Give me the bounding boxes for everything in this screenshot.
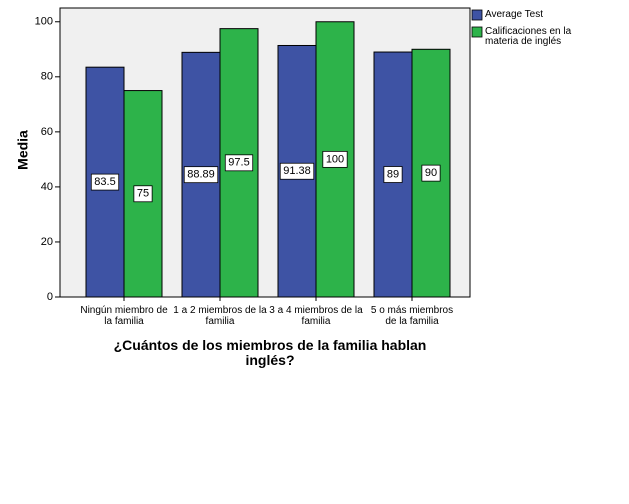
value-label: 83.5 — [94, 176, 115, 188]
value-label-box — [279, 162, 315, 180]
value-label-box — [383, 166, 403, 183]
x-tick-label: 3 a 4 miembros de la familia — [269, 305, 363, 327]
y-axis-title: Media — [15, 130, 31, 170]
y-tick-label: 80 — [41, 71, 53, 83]
value-label-box — [133, 185, 153, 203]
y-tick-label: 100 — [35, 16, 53, 28]
y-tick-label: 0 — [47, 291, 53, 303]
value-label: 90 — [425, 167, 437, 179]
value-label-box — [421, 164, 441, 182]
value-label: 97.5 — [228, 157, 249, 169]
x-tick-label: 1 a 2 miembros de la familia — [173, 305, 267, 327]
legend-swatch — [471, 26, 483, 38]
y-tick-label: 60 — [41, 126, 53, 138]
value-label: 89 — [387, 168, 399, 180]
value-label-box — [224, 154, 254, 172]
value-label-box — [322, 150, 348, 168]
value-label: 91.38 — [283, 165, 311, 177]
x-tick-label: Ningún miembro de la familia — [80, 305, 168, 327]
value-label-box — [183, 166, 219, 184]
value-label: 75 — [137, 188, 149, 200]
value-label: 88.89 — [187, 169, 215, 181]
y-tick-label: 40 — [41, 181, 53, 193]
value-label-box — [90, 173, 120, 191]
x-tick-label: 5 o más miembros de la familia — [370, 305, 454, 327]
legend-label: Average Test — [485, 9, 544, 20]
value-label: 100 — [326, 153, 344, 165]
y-tick-label: 20 — [41, 236, 53, 248]
legend-label: Calificaciones en la materia de inglés — [485, 26, 572, 47]
x-axis-title: ¿Cuántos de los miembros de la familia h… — [113, 337, 427, 368]
legend-swatch — [471, 9, 483, 21]
